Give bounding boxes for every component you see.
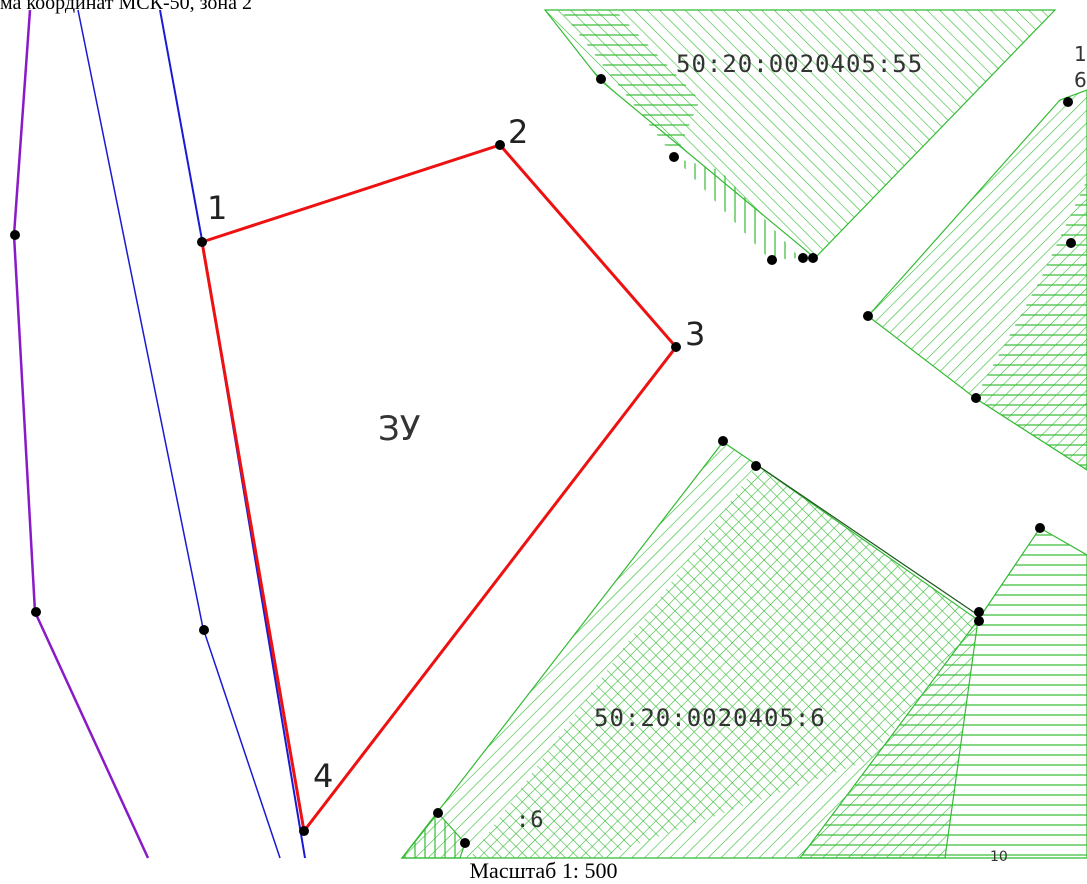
parcel-point	[798, 253, 808, 263]
plot-point-2	[495, 140, 505, 150]
parcel-point	[596, 74, 606, 84]
parcel-point	[1035, 523, 1045, 533]
blue-point	[199, 625, 209, 635]
plot-label: ЗУ	[378, 409, 421, 449]
edge-label-bottom-right: 10	[990, 849, 1008, 865]
parcel-point	[974, 607, 984, 617]
plot-point-4	[299, 826, 309, 836]
edge-label-top-right-a: 1	[1074, 42, 1087, 66]
parcel-east	[867, 89, 1087, 471]
scale-label: Масштаб 1: 500	[469, 858, 618, 883]
parcel-south	[400, 441, 1087, 859]
parcel-point	[863, 311, 873, 321]
point-label-1: 1	[207, 189, 228, 227]
parcel-label-south-small: :6	[516, 808, 545, 833]
parcel-point	[751, 461, 761, 471]
parcel-point	[808, 253, 818, 263]
boundary-points	[10, 74, 1076, 848]
coordinate-system-label: ма координат МСК-50, зона 2	[0, 0, 253, 14]
boundary-line-blue-1	[159, 9, 306, 859]
parcel-point	[433, 808, 443, 818]
purple-point-a	[10, 230, 20, 240]
parcel-point	[767, 255, 777, 265]
parcel-point	[974, 616, 984, 626]
purple-point-b	[31, 607, 41, 617]
point-label-3: 3	[685, 315, 706, 353]
parcel-point	[1066, 238, 1076, 248]
parcel-point	[669, 152, 679, 162]
boundary-line-blue-2	[77, 9, 281, 859]
edge-label-top-right-b: 6	[1074, 68, 1087, 92]
parcel-point	[971, 393, 981, 403]
parcel-label-north: 50:20:0020405:55	[676, 50, 924, 78]
boundary-line-purple	[12, 9, 150, 859]
plot-point-1	[197, 237, 207, 247]
plot-point-3	[671, 342, 681, 352]
parcel-north	[543, 9, 1057, 260]
parcel-label-south: 50:20:0020405:6	[594, 704, 826, 732]
point-label-2: 2	[508, 113, 529, 151]
parcel-point	[1063, 97, 1073, 107]
parcel-point	[718, 436, 728, 446]
point-label-4: 4	[313, 757, 334, 795]
parcel-point	[460, 838, 470, 848]
